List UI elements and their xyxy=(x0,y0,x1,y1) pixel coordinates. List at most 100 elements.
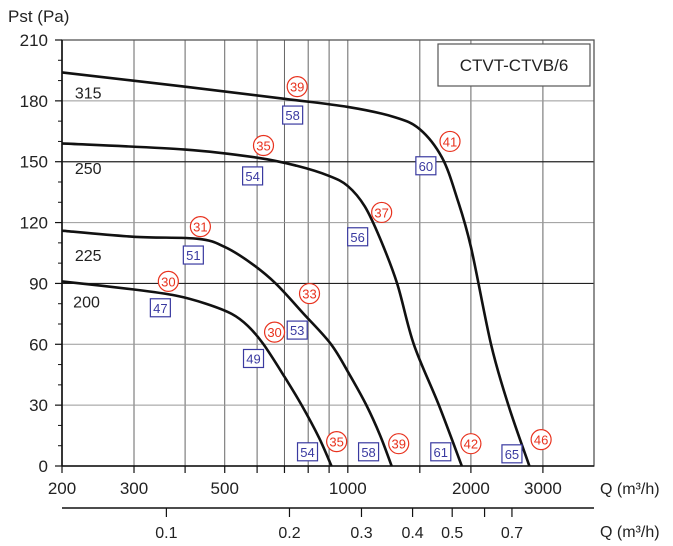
square-label: 54 xyxy=(245,169,259,184)
square-label: 51 xyxy=(186,248,200,263)
x-axis-label: Q (m³/h) xyxy=(600,481,660,498)
sound-level-square: 56 xyxy=(347,227,369,247)
series-line-315 xyxy=(61,71,531,467)
sound-level-square: 51 xyxy=(182,245,204,265)
legend-title: CTVT-CTVB/6 xyxy=(460,56,569,75)
square-label: 47 xyxy=(153,301,167,316)
x2-tick-label: 0.2 xyxy=(278,525,300,542)
square-label: 54 xyxy=(300,445,314,460)
square-mark xyxy=(415,156,437,176)
sound-level-square: 61 xyxy=(430,442,452,462)
square-label: 53 xyxy=(290,323,304,338)
x-tick-label: 3000 xyxy=(524,479,562,498)
circle-mark xyxy=(298,282,321,305)
circle-mark xyxy=(263,321,286,343)
square-mark xyxy=(347,227,369,247)
y-tick-label: 0 xyxy=(39,457,48,476)
square-label: 56 xyxy=(350,230,364,245)
curves: 315 250 225 200 xyxy=(61,71,531,467)
series-line-250 xyxy=(61,142,464,467)
sound-level-circle: 37 xyxy=(371,201,393,224)
sound-level-circle: 33 xyxy=(298,282,321,305)
circle-mark xyxy=(439,130,461,153)
circle-label: 35 xyxy=(329,435,343,450)
y-tick-label: 150 xyxy=(20,153,48,172)
sound-level-square: 54 xyxy=(242,166,264,186)
sound-level-circle: 46 xyxy=(530,429,552,451)
y-tick-label: 90 xyxy=(29,274,48,293)
sound-level-square: 47 xyxy=(149,298,171,318)
circle-mark xyxy=(189,216,211,238)
sound-level-circle: 30 xyxy=(263,321,286,343)
circle-label: 31 xyxy=(193,220,207,235)
sound-level-square: 53 xyxy=(286,320,308,340)
circle-mark xyxy=(388,433,410,455)
circle-mark xyxy=(252,134,275,157)
square-label: 65 xyxy=(505,447,519,462)
x-tick-label: 200 xyxy=(48,479,76,498)
circle-mark xyxy=(286,76,308,98)
x-tick-label: 300 xyxy=(120,479,148,498)
sound-level-circle: 42 xyxy=(460,433,482,455)
sound-level-square: 54 xyxy=(296,442,319,462)
sound-level-circle: 31 xyxy=(189,216,211,238)
x-tick-label: 1000 xyxy=(329,479,367,498)
series-label-250: 250 xyxy=(75,161,102,178)
sound-level-circle: 39 xyxy=(286,76,308,98)
square-mark xyxy=(501,444,523,464)
circle-label: 39 xyxy=(391,437,405,452)
y-tick-label: 120 xyxy=(20,214,48,233)
square-mark xyxy=(282,105,304,125)
x-tick-label: 500 xyxy=(211,479,239,498)
x2-tick-label: 0.5 xyxy=(441,525,463,542)
x2-tick-label: 0.3 xyxy=(350,525,372,542)
x2-tick-label: 0.7 xyxy=(501,525,523,542)
square-mark xyxy=(242,166,264,186)
y-tick-label: 210 xyxy=(20,31,48,50)
square-mark xyxy=(242,348,265,369)
square-mark xyxy=(430,442,452,462)
series-line-200 xyxy=(61,280,333,467)
square-mark xyxy=(296,442,319,462)
circle-mark xyxy=(460,433,482,455)
sound-level-square: 65 xyxy=(501,444,523,464)
sound-level-square: 60 xyxy=(415,156,437,176)
circle-label: 33 xyxy=(302,287,316,302)
y-tick-label: 60 xyxy=(29,335,48,354)
circle-label: 30 xyxy=(267,325,281,340)
annotations: 39 35 31 30 33 30 37 41 35 39 42 46 58 54 51 47 53 49 56 60… xyxy=(149,76,552,464)
series-label-200: 200 xyxy=(73,295,100,312)
y-tick-label: 180 xyxy=(20,92,48,111)
circle-label: 41 xyxy=(443,134,457,149)
square-label: 61 xyxy=(434,445,448,460)
circle-label: 35 xyxy=(256,138,270,153)
circle-label: 30 xyxy=(161,274,175,289)
sound-level-square: 58 xyxy=(282,105,304,125)
square-mark xyxy=(286,320,308,340)
square-mark xyxy=(149,298,171,318)
y-axis-label: Pst (Pa) xyxy=(8,7,69,26)
legend-box: CTVT-CTVB/6 xyxy=(437,43,591,87)
circle-mark xyxy=(326,431,348,453)
sound-level-circle: 41 xyxy=(439,130,461,153)
sound-level-circle: 39 xyxy=(388,433,410,455)
square-mark xyxy=(182,245,204,265)
x2-axis-label: Q (m³/h) xyxy=(600,524,660,541)
series-label-225: 225 xyxy=(75,248,102,265)
square-label: 49 xyxy=(246,351,260,366)
square-mark xyxy=(357,442,380,462)
series-label-315: 315 xyxy=(75,86,102,103)
square-label: 58 xyxy=(285,108,299,123)
series-line-225 xyxy=(61,229,393,467)
circle-label: 39 xyxy=(290,80,304,95)
circle-mark xyxy=(530,429,552,451)
y-tick-label: 30 xyxy=(29,396,48,415)
circle-label: 42 xyxy=(464,437,478,452)
sound-level-square: 58 xyxy=(357,442,380,462)
sound-level-circle: 35 xyxy=(252,134,275,157)
circle-label: 37 xyxy=(374,205,388,220)
sound-level-circle: 30 xyxy=(157,270,179,292)
x2-tick-label: 0.4 xyxy=(401,525,423,542)
circle-mark xyxy=(371,201,393,224)
